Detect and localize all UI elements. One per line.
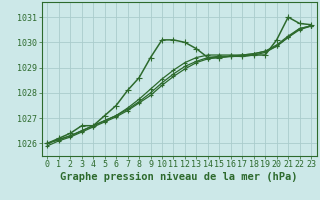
X-axis label: Graphe pression niveau de la mer (hPa): Graphe pression niveau de la mer (hPa) [60,172,298,182]
